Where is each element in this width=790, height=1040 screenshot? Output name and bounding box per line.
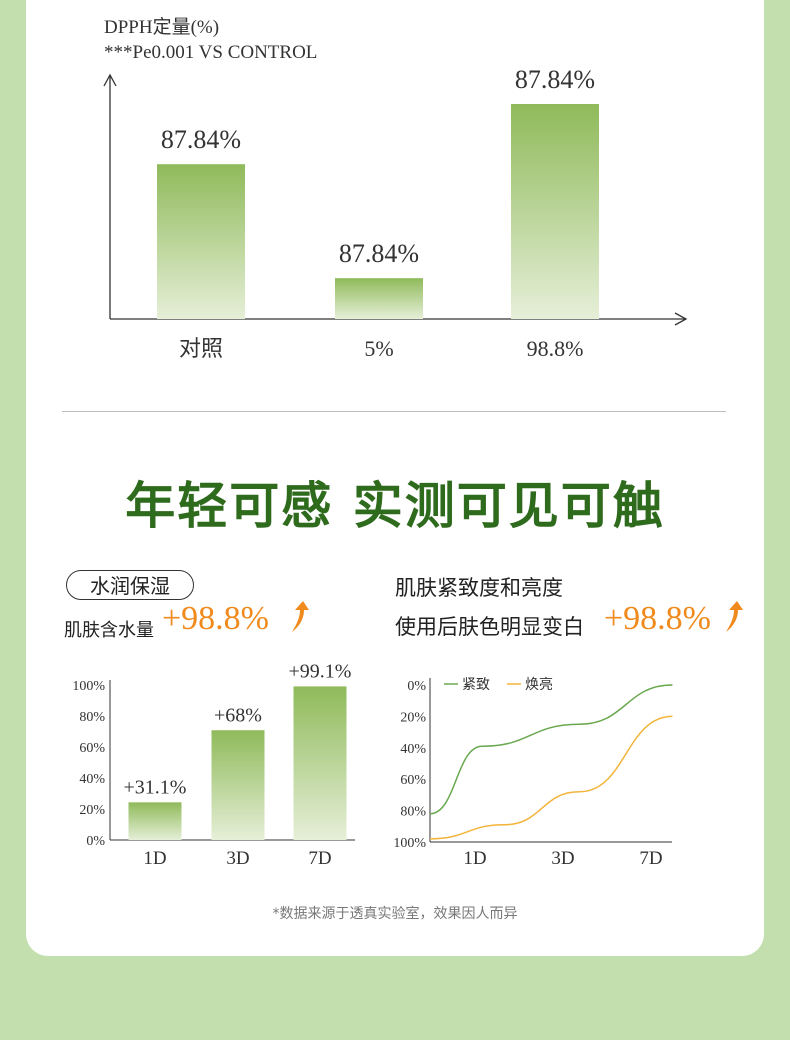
bar [211, 730, 265, 840]
category-label: 3D [551, 848, 574, 869]
y-tick-label: 20% [79, 803, 105, 818]
category-label: 1D [463, 848, 486, 869]
y-tick-label: 0% [407, 679, 426, 694]
category-label: 7D [639, 848, 662, 869]
y-tick-label: 60% [79, 741, 105, 756]
data-label: +99.1% [289, 660, 352, 682]
legend-label: 焕亮 [525, 676, 553, 693]
data-label: +68% [214, 704, 262, 726]
bar [335, 278, 423, 319]
y-tick-label: 0% [86, 834, 105, 849]
brightness-label: 使用后肤色明显变白 [395, 615, 584, 639]
up-arrow-icon [292, 601, 309, 632]
moisture-label: 肌肤含水量 [64, 620, 154, 641]
series-line [429, 684, 673, 815]
series-line [429, 715, 673, 840]
category-label: 98.8% [527, 336, 584, 361]
data-label: 87.84% [515, 65, 595, 94]
y-tick-label: 40% [79, 772, 105, 787]
x-axis-arrow [674, 312, 688, 326]
bar [157, 164, 245, 319]
y-tick-label: 20% [400, 710, 426, 725]
moisture-value: +98.8% [162, 600, 269, 637]
bar [293, 686, 347, 840]
firmness-title: 肌肤紧致度和亮度 [395, 576, 563, 600]
y-tick-label: 80% [79, 710, 105, 725]
y-tick-label: 100% [393, 836, 426, 851]
moisture-badge: 水润保湿 [66, 570, 194, 600]
brightness-value: +98.8% [604, 600, 711, 637]
y-tick-label: 80% [400, 805, 426, 820]
chart-title: DPPH定量(%) [104, 17, 220, 38]
firmness-line-chart: 0% 20% 40% 60% 80% 100% 1D 3D 7D 紧致 焕亮 [393, 676, 673, 869]
moisture-bar-chart: 100% 80% 60% 40% 20% 0% +31.1% 1D +68% 3D +99.1% 7D [72, 660, 355, 869]
y-tick-label: 100% [72, 679, 105, 694]
bar [128, 802, 182, 840]
bar [511, 104, 599, 319]
category-label: 1D [143, 848, 166, 869]
data-label: 87.84% [161, 125, 241, 154]
chart-significance-note: ***Pe0.001 VS CONTROL [104, 42, 318, 63]
category-label: 3D [226, 848, 249, 869]
footnote: *数据来源于透真实验室，效果因人而异 [272, 906, 518, 922]
category-label: 5% [364, 336, 393, 361]
headline: 年轻可感 实测可见可触 [125, 476, 665, 535]
content-card [26, 0, 764, 956]
section-divider [62, 411, 726, 412]
data-label: +31.1% [124, 776, 187, 798]
legend-label: 紧致 [462, 677, 490, 693]
data-label: 87.84% [339, 239, 419, 268]
category-label: 对照 [179, 336, 223, 361]
y-tick-label: 40% [400, 742, 426, 757]
up-arrow-icon [726, 601, 743, 632]
dpph-bar-chart: 87.84% 对照 87.84% 5% 87.84% 98.8% [103, 65, 688, 361]
y-tick-label: 60% [400, 773, 426, 788]
category-label: 7D [308, 848, 331, 869]
